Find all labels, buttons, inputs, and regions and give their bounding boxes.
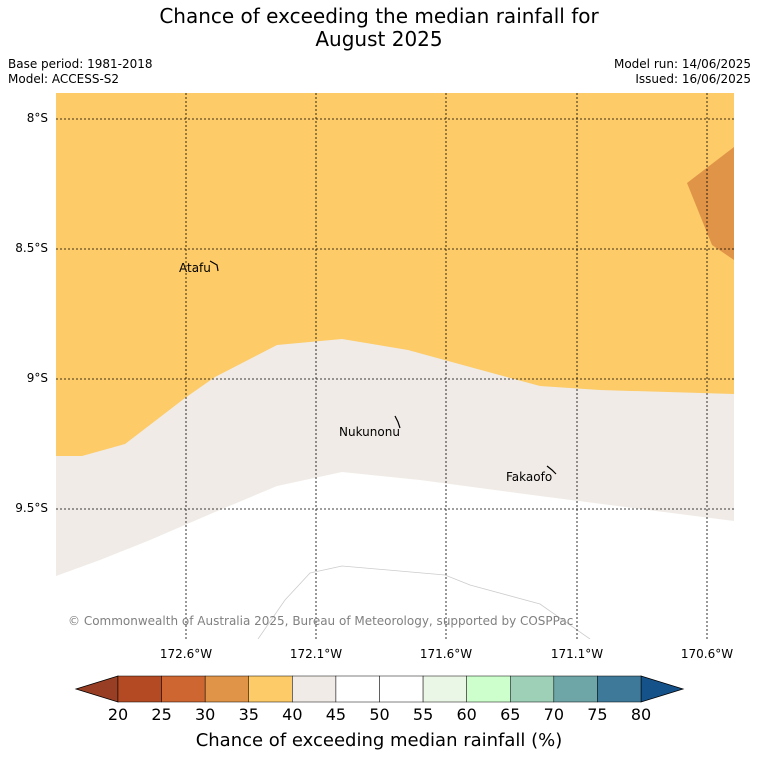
colorbar-tick-label: 50: [369, 705, 390, 724]
island-label-atafu: Atafu: [179, 261, 211, 275]
colorbar-over-arrow: [640, 675, 685, 703]
colorbar-tick-label: 35: [238, 705, 259, 724]
map-title: Chance of exceeding the median rainfall …: [0, 5, 758, 51]
nukunonu-atoll: [394, 415, 401, 429]
model-run: Model run: 14/06/2025: [613, 57, 751, 71]
lon-label-170-6w: 170.6°W: [680, 647, 734, 661]
colorbar-tick-label: 30: [194, 705, 216, 724]
lat-label-8-5s: 8.5°S: [15, 241, 48, 255]
base-period: Base period: 1981-2018: [8, 57, 153, 71]
island-label-fakaofo: Fakaofo: [506, 470, 553, 484]
graticule: [56, 93, 734, 639]
lat-label-9-5s: 9.5°S: [15, 501, 48, 515]
model-name: Model: ACCESS-S2: [8, 72, 120, 86]
region-45-55: [56, 472, 734, 639]
colorbar-segment: [248, 675, 293, 703]
colorbar-under-arrow: [74, 675, 119, 703]
lon-label-171-1w: 171.1°W: [550, 647, 604, 661]
colorbar-segment: [466, 675, 511, 703]
colorbar-segment: [292, 675, 337, 703]
colorbar-segment: [379, 675, 424, 703]
lon-label-172-1w: 172.1°W: [289, 647, 343, 661]
colorbar-tick-label: 70: [543, 705, 564, 724]
fakaofo-atoll: [546, 465, 557, 475]
atafu-atoll: [209, 260, 219, 272]
colorbar-tick-label: 65: [500, 705, 521, 724]
colorbar-segment: [204, 675, 250, 703]
colorbar-tick-label: 25: [151, 705, 172, 724]
meta-right: Model run: 14/06/2025 Issued: 16/06/2025: [614, 57, 751, 87]
colorbar-segment: [510, 675, 555, 703]
colorbar-segment: [597, 675, 642, 703]
colorbar-tick-label: 20: [107, 705, 129, 724]
colorbar-tick-label: 80: [630, 705, 652, 724]
issued-date: Issued: 16/06/2025: [635, 72, 751, 86]
colorbar-tick-label: 75: [587, 705, 608, 724]
colorbar-tick-label: 40: [282, 705, 303, 724]
colorbar-segment: [553, 675, 598, 703]
title-line-1: Chance of exceeding the median rainfall …: [159, 4, 599, 28]
island-label-nukunonu: Nukunonu: [339, 425, 400, 439]
colorbar-graphic: [74, 675, 685, 703]
colorbar-tick-label: 45: [325, 705, 347, 724]
lat-label-9s: 9°S: [26, 371, 48, 385]
colorbar-segment: [117, 675, 162, 703]
title-line-2: August 2025: [315, 27, 443, 51]
colorbar-tick-label: 55: [412, 705, 434, 724]
island-outlines: [209, 260, 557, 475]
lon-label-171-6w: 171.6°W: [419, 647, 473, 661]
colorbar-segment: [422, 675, 467, 703]
colorbar-label: Chance of exceeding median rainfall (%): [195, 730, 563, 751]
faint-contour-line: [257, 565, 591, 639]
colorbar-segment: [335, 675, 380, 703]
copyright-notice: © Commonwealth of Australia 2025, Bureau…: [68, 614, 574, 628]
region-30-35: [687, 147, 734, 260]
colorbar-tick-label: 60: [456, 705, 477, 724]
meta-left: Base period: 1981-2018 Model: ACCESS-S2: [8, 57, 153, 87]
colorbar-segment: [161, 675, 206, 703]
lon-label-172-6w: 172.6°W: [159, 647, 213, 661]
lat-label-8s: 8°S: [26, 111, 48, 125]
